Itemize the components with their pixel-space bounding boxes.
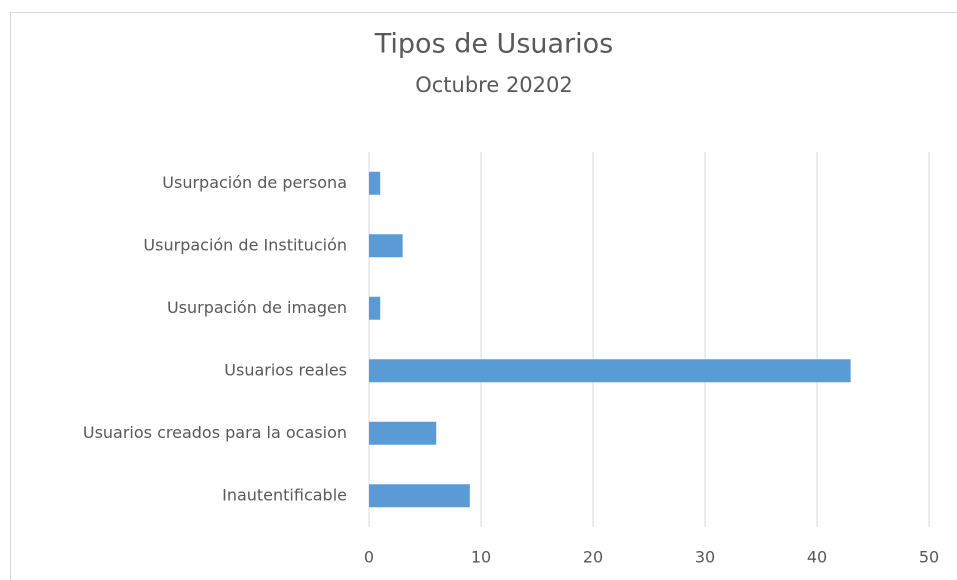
y-tick-label: Usurpación de Institución <box>143 235 347 254</box>
x-tick-label: 50 <box>919 548 939 567</box>
bar <box>369 171 381 195</box>
chart-title: Tipos de Usuarios <box>374 29 613 60</box>
x-tick-label: 10 <box>471 548 491 567</box>
bar <box>369 359 851 383</box>
x-tick-label: 0 <box>364 548 374 567</box>
bar <box>369 296 381 320</box>
y-tick-label: Usuarios reales <box>224 360 347 379</box>
y-tick-label: Usurpación de imagen <box>167 298 347 317</box>
y-tick-label: Usurpación de persona <box>162 173 347 192</box>
bar <box>369 234 403 258</box>
bar <box>369 421 437 445</box>
chart-subtitle: Octubre 20202 <box>415 73 573 97</box>
y-tick-label: Usuarios creados para la ocasion <box>83 423 347 442</box>
y-tick-label: Inautentificable <box>222 485 347 504</box>
x-tick-label: 40 <box>807 548 827 567</box>
bar <box>369 484 470 508</box>
x-tick-label: 30 <box>695 548 715 567</box>
chart-frame <box>10 12 957 580</box>
x-tick-label: 20 <box>583 548 603 567</box>
